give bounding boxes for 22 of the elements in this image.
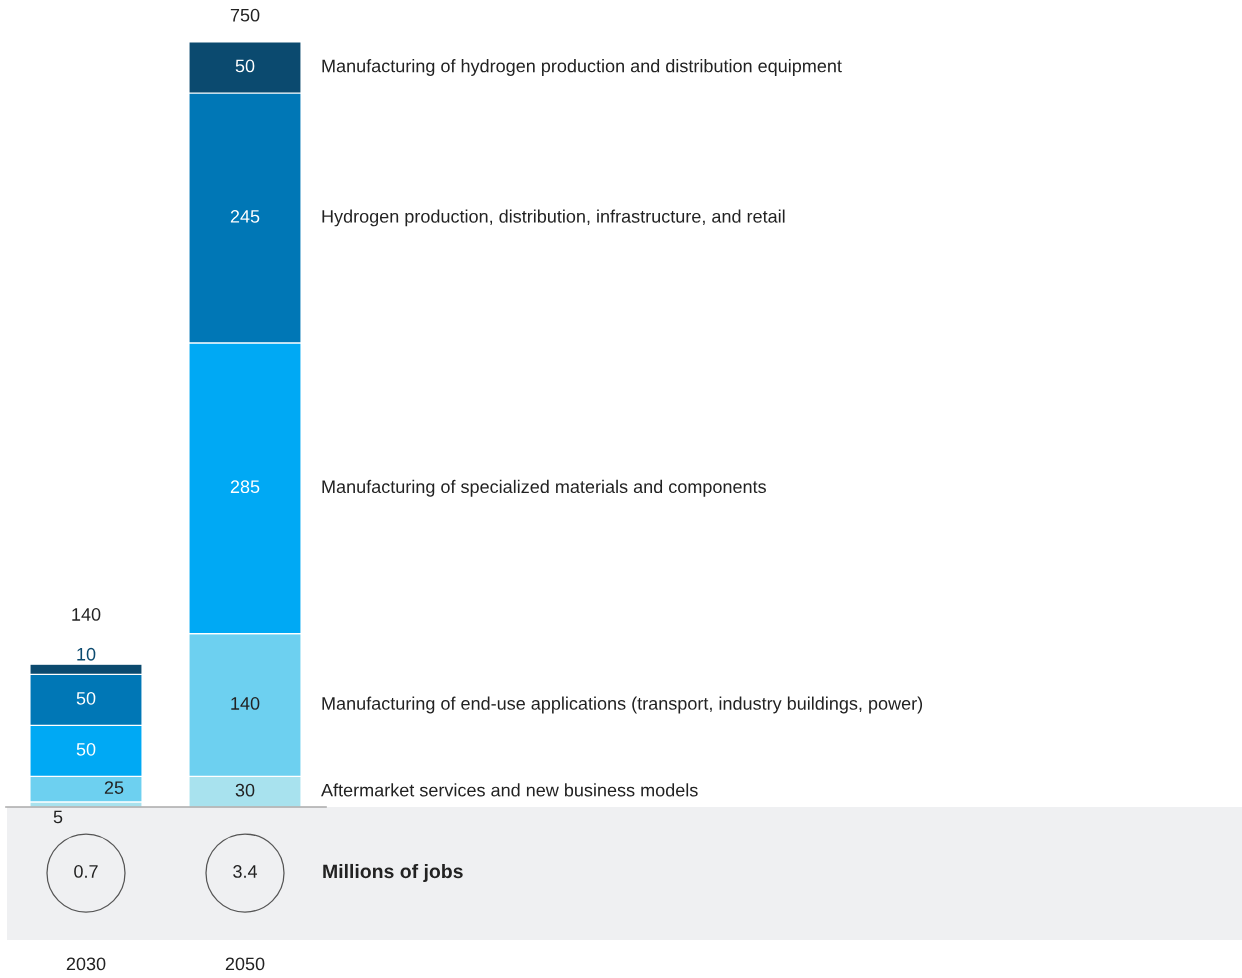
- text: Millions of jobs: [323, 863, 463, 883]
- data-label: 25: [104, 781, 124, 794]
- x-tick-label: 2050: [225, 957, 265, 971]
- series-label: Manufacturing of hydrogen production and distribution equipment: [322, 59, 842, 76]
- series-label: Manufacturing of end-use applications (transport, industry buildings, power): [322, 696, 923, 714]
- data-label: 30: [235, 783, 255, 797]
- series-label: Hydrogen production, distribution, infrastructure, and retail: [322, 209, 785, 227]
- data-label: 50: [235, 59, 255, 73]
- text: 0.7: [74, 865, 98, 878]
- total-label: 140: [72, 608, 101, 621]
- series-label: Aftermarket services and new business models: [321, 783, 698, 797]
- data-label: 285: [230, 480, 260, 494]
- data-label: 50: [76, 691, 96, 705]
- data-label: 245: [230, 210, 260, 223]
- total-label: 750: [230, 8, 260, 22]
- data-label: 5: [53, 810, 63, 824]
- series-label: Manufacturing of specialized materials and components: [322, 479, 766, 497]
- text: 3.4: [233, 865, 258, 878]
- x-tick-label: 2030: [66, 957, 106, 971]
- data-label: 140: [231, 697, 260, 710]
- data-label: 10: [77, 647, 96, 661]
- data-label: 50: [76, 742, 96, 756]
